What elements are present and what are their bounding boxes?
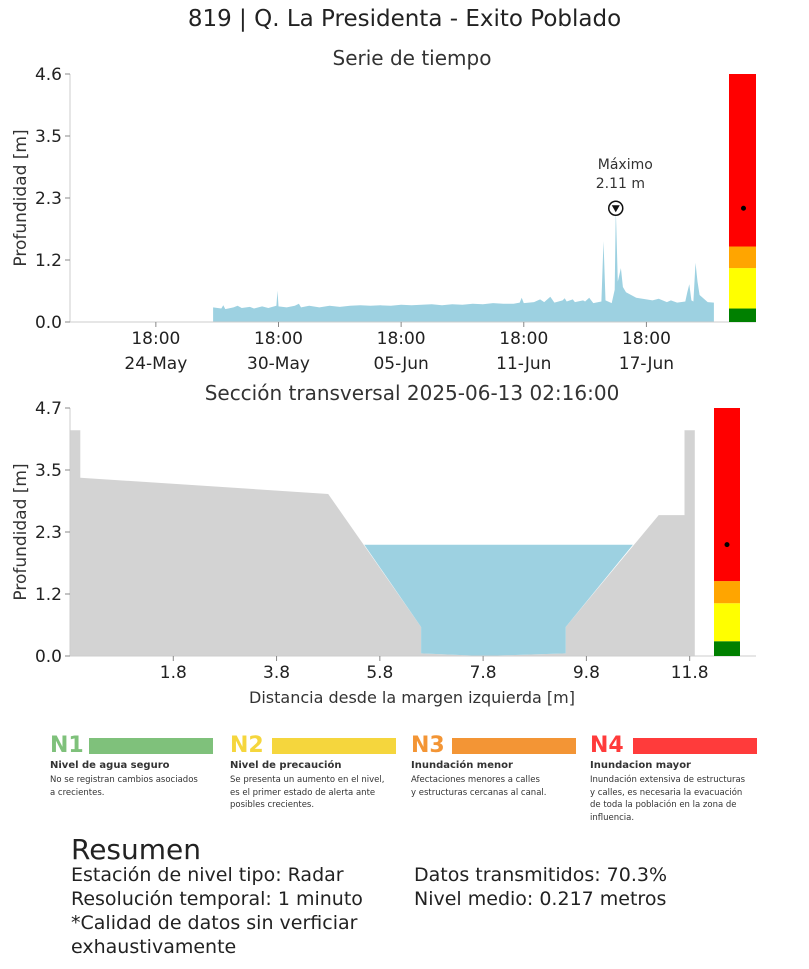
x-tick-label: 3.8: [263, 663, 290, 683]
summary-heading: Resumen: [71, 833, 202, 866]
alert-level-band: [714, 641, 740, 656]
data-quality-note: *Calidad de datos sin verficiar: [71, 912, 358, 934]
temporal-resolution: Resolución temporal: 1 minuto: [71, 888, 363, 910]
max-annotation-label: Máximo: [598, 157, 653, 173]
alert-level-band: [729, 74, 756, 247]
x-tick-label-time: 18:00: [254, 329, 303, 349]
level-title: Nivel de precaución: [230, 760, 342, 771]
y-tick-label: 0.0: [35, 647, 62, 667]
x-tick-label-date: 05-Jun: [373, 354, 428, 374]
alert-level-band: [729, 308, 756, 322]
current-level-dot: [741, 205, 746, 211]
x-tick-label: 11.8: [671, 663, 709, 683]
data-quality-note-cont: exhaustivamente: [71, 936, 237, 958]
x-tick-label-date: 17-Jun: [619, 354, 674, 374]
alert-level-band: [729, 246, 756, 269]
level-color-bar: [452, 738, 576, 754]
alert-level-band: [729, 268, 756, 309]
y-tick-label: 2.3: [35, 189, 62, 209]
transmitted-data: Datos transmitidos: 70.3%: [414, 864, 668, 886]
level-title: Nivel de agua seguro: [50, 760, 170, 771]
max-marker-arrow-icon: [611, 205, 620, 213]
chart-title: Sección transversal 2025-06-13 02:16:00: [205, 381, 620, 405]
level-title: Inundación menor: [411, 760, 513, 771]
mean-level: Nivel medio: 0.217 metros: [414, 888, 667, 910]
level-color-bar: [89, 738, 213, 754]
station-type: Estación de nivel tipo: Radar: [71, 864, 344, 886]
y-tick-label: 0.0: [35, 313, 62, 333]
level-description: Inundación extensiva de estructuras y cal…: [590, 775, 746, 823]
channel-ground-profile: [70, 430, 695, 656]
time-series-chart: Serie de tiempo 0.0 1.2 2.3 3.5 4.6 Profundida…: [11, 46, 756, 374]
x-axis-label: Distancia desde la margen izquierda [m]: [249, 688, 575, 707]
x-tick-label-date: 30-May: [247, 354, 310, 374]
level-color-bar: [633, 738, 757, 754]
x-tick-label-time: 18:00: [499, 329, 548, 349]
x-tick-label-date: 24-May: [124, 354, 187, 374]
level-code: N4: [590, 733, 624, 758]
level-code: N2: [230, 733, 264, 758]
y-tick-label: 1.2: [35, 585, 62, 605]
level-title: Inundacion mayor: [590, 760, 691, 771]
water-area: [364, 544, 633, 656]
x-tick-label: 1.8: [160, 663, 187, 683]
level-code: N1: [50, 733, 84, 758]
alert-level-band: [714, 408, 740, 582]
y-tick-label: 2.3: [35, 523, 62, 543]
x-tick-label: 9.8: [573, 663, 600, 683]
current-level-dot: [724, 542, 730, 548]
y-tick-label: 3.5: [35, 461, 62, 481]
y-tick-label: 4.7: [35, 399, 62, 419]
level-code: N3: [411, 733, 445, 758]
level-description: Afectaciones menores a calles y estructur…: [411, 775, 547, 798]
y-tick-label: 4.6: [35, 65, 62, 85]
level-description: No se registran cambios asociados a creci…: [50, 775, 198, 798]
max-annotation-value: 2.11 m: [596, 176, 645, 192]
y-axis-label: Profundidad [m]: [11, 129, 31, 266]
depth-series-area: [213, 208, 714, 322]
alert-level-band: [714, 603, 740, 642]
x-tick-label-time: 18:00: [377, 329, 426, 349]
x-tick-label-time: 18:00: [131, 329, 180, 349]
cross-section-chart: Sección transversal 2025-06-13 02:16:00 0…: [11, 381, 756, 707]
page-title: 819 | Q. La Presidenta - Exito Poblado: [187, 6, 622, 32]
y-tick-label: 1.2: [35, 251, 62, 271]
level-description: Se presenta un aumento en el nivel, es el…: [230, 775, 385, 810]
x-tick-label-date: 11-Jun: [496, 354, 551, 374]
x-tick-label: 7.8: [470, 663, 497, 683]
y-tick-label: 3.5: [35, 127, 62, 147]
y-axis-label: Profundidad [m]: [11, 463, 31, 600]
chart-title: Serie de tiempo: [333, 46, 492, 70]
level-color-bar: [272, 738, 396, 754]
x-tick-label: 5.8: [366, 663, 393, 683]
alert-level-band: [714, 581, 740, 604]
x-tick-label-time: 18:00: [622, 329, 671, 349]
